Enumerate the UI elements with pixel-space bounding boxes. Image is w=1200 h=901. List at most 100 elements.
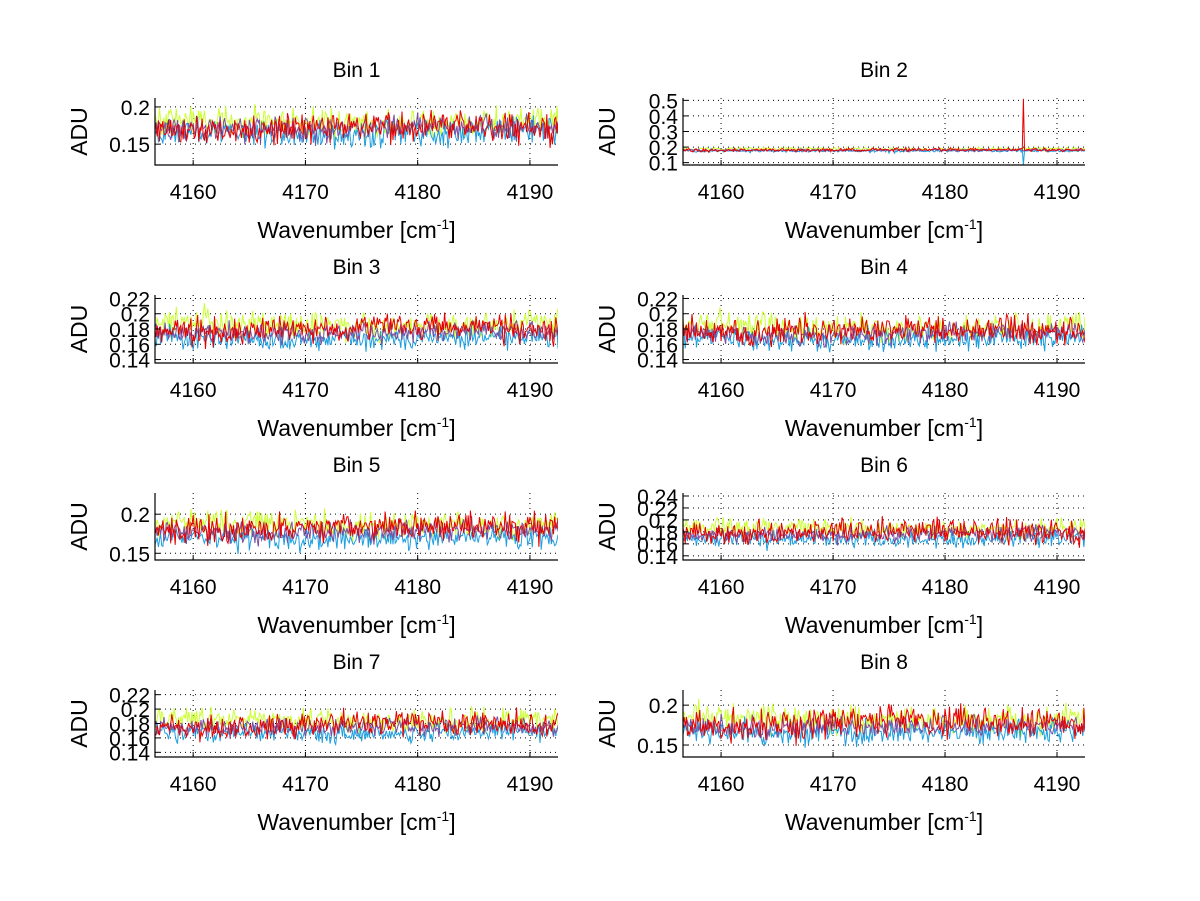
series-red-line xyxy=(683,311,1085,348)
x-axis-label: Wavenumber [cm-1] xyxy=(257,808,455,835)
y-tick-label: 0.2 xyxy=(649,304,678,327)
x-tick-label: 4160 xyxy=(170,379,217,402)
y-tick-label: 0.15 xyxy=(109,543,150,566)
y-tick-label: 0.24 xyxy=(637,486,678,509)
axes-frame xyxy=(682,690,1085,758)
x-tick-label: 4190 xyxy=(1034,379,1081,402)
y-tick-label: 0.2 xyxy=(121,304,150,327)
y-tick-label: 0.18 xyxy=(109,319,150,342)
y-axis-label: ADU xyxy=(66,305,92,354)
x-tick-label: 4160 xyxy=(170,773,217,796)
y-tick-label: 0.22 xyxy=(109,685,150,708)
series-red-line xyxy=(155,707,558,743)
x-tick-label: 4190 xyxy=(1034,773,1081,796)
axes-frame xyxy=(154,98,558,166)
x-tick-label: 4170 xyxy=(810,181,857,204)
x-tick-label: 4180 xyxy=(394,576,441,599)
series-yellow-line xyxy=(683,698,1085,740)
y-axis-label: ADU xyxy=(594,107,620,156)
y-tick-label: 0.2 xyxy=(649,510,678,533)
x-tick-label: 4170 xyxy=(810,379,857,402)
series-blue-line xyxy=(683,526,1085,551)
y-tick-label: 0.18 xyxy=(637,319,678,342)
y-tick-label: 0.2 xyxy=(121,504,150,527)
subplot-title: Bin 3 xyxy=(333,256,381,279)
subplot-title: Bin 8 xyxy=(860,651,908,674)
y-tick-label: 0.16 xyxy=(637,534,678,557)
x-tick-label: 4180 xyxy=(394,181,441,204)
y-tick-label: 0.1 xyxy=(649,153,678,176)
x-tick-label: 4190 xyxy=(507,181,554,204)
y-tick-label: 0.22 xyxy=(109,288,150,311)
x-tick-label: 4190 xyxy=(1034,576,1081,599)
x-tick-label: 4160 xyxy=(698,181,745,204)
x-tick-label: 4160 xyxy=(170,181,217,204)
series-red-line xyxy=(683,98,1085,154)
subplot-title: Bin 5 xyxy=(333,454,381,477)
x-tick-label: 4170 xyxy=(810,773,857,796)
y-tick-label: 0.18 xyxy=(637,522,678,545)
subplot-bin-3: Bin 3 4160 4170 4180 4190 0.140.160.180.20.22… xyxy=(66,256,558,441)
y-tick-label: 0.18 xyxy=(109,714,150,737)
x-tick-label: 4160 xyxy=(698,773,745,796)
subplot-bin-8: Bin 8 4160 4170 4180 4190 0.15 0.2 Wavenumber [… xyxy=(594,651,1085,835)
subplot-title: Bin 2 xyxy=(860,59,908,82)
y-tick-label: 0.5 xyxy=(649,90,678,113)
series-blue-line xyxy=(155,323,558,352)
y-tick-label: 0.2 xyxy=(121,699,150,722)
series-red-line xyxy=(683,703,1085,746)
subplot-title: Bin 7 xyxy=(333,651,381,674)
y-tick-label: 0.16 xyxy=(109,334,150,357)
x-axis-label: Wavenumber [cm-1] xyxy=(257,414,455,441)
series-purple-line xyxy=(155,715,558,740)
subplot-title: Bin 4 xyxy=(860,256,908,279)
x-tick-label: 4190 xyxy=(507,379,554,402)
series-yellow-line xyxy=(683,307,1085,346)
axes-frame xyxy=(154,295,558,364)
axes-frame xyxy=(682,493,1085,561)
x-tick-label: 4170 xyxy=(282,181,329,204)
axes-frame xyxy=(682,98,1085,166)
x-tick-label: 4180 xyxy=(922,379,969,402)
y-tick-label: 0.4 xyxy=(649,106,679,129)
axes-frame xyxy=(154,493,558,561)
subplot-bin-5: Bin 5 4160 4170 4180 4190 0.15 0.2 Wavenumber [… xyxy=(66,454,558,638)
y-axis-label: ADU xyxy=(66,107,92,156)
x-axis-label: Wavenumber [cm-1] xyxy=(785,216,983,243)
subplot-bin-4: Bin 4 4160 4170 4180 4190 0.140.160.180.20.22… xyxy=(594,256,1085,441)
series-red-line xyxy=(155,312,558,350)
series-blue-line xyxy=(155,523,558,555)
x-tick-label: 4160 xyxy=(698,379,745,402)
x-tick-label: 4170 xyxy=(810,576,857,599)
y-tick-label: 0.14 xyxy=(637,546,678,569)
subplot-title: Bin 6 xyxy=(860,454,908,477)
subplot-bin-6: Bin 6 4160 4170 4180 4190 0.140.160.180.20.22… xyxy=(594,454,1085,638)
series-blue-line xyxy=(683,716,1085,748)
x-tick-label: 4190 xyxy=(507,773,554,796)
x-axis-label: Wavenumber [cm-1] xyxy=(785,611,983,638)
x-tick-label: 4180 xyxy=(394,773,441,796)
x-axis-label: Wavenumber [cm-1] xyxy=(257,216,455,243)
x-tick-label: 4180 xyxy=(922,773,969,796)
subplot-bin-2: Bin 2 4160 4170 4180 4190 0.10.20.30.40.5 Wave… xyxy=(594,59,1085,243)
x-tick-label: 4160 xyxy=(170,576,217,599)
y-tick-label: 0.22 xyxy=(637,498,678,521)
y-tick-label: 0.3 xyxy=(649,122,678,145)
x-axis-label: Wavenumber [cm-1] xyxy=(257,611,455,638)
subplot-bin-1: Bin 1 4160 4170 4180 4190 0.15 0.2 Wavenumber [… xyxy=(66,59,558,243)
series-red-line xyxy=(155,109,558,149)
y-tick-label: 0.2 xyxy=(121,97,150,120)
y-axis-label: ADU xyxy=(594,699,620,748)
axes-frame xyxy=(682,295,1085,364)
x-tick-label: 4170 xyxy=(282,379,329,402)
y-tick-label: 0.15 xyxy=(109,134,150,157)
x-axis-label: Wavenumber [cm-1] xyxy=(785,808,983,835)
x-tick-label: 4190 xyxy=(507,576,554,599)
y-tick-label: 0.14 xyxy=(637,350,678,373)
subplot-bin-7: Bin 7 4160 4170 4180 4190 0.140.160.180.20.22… xyxy=(66,651,558,835)
y-axis-label: ADU xyxy=(594,502,620,551)
x-axis-label: Wavenumber [cm-1] xyxy=(785,414,983,441)
y-tick-label: 0.14 xyxy=(109,742,150,765)
y-tick-label: 0.16 xyxy=(637,334,678,357)
